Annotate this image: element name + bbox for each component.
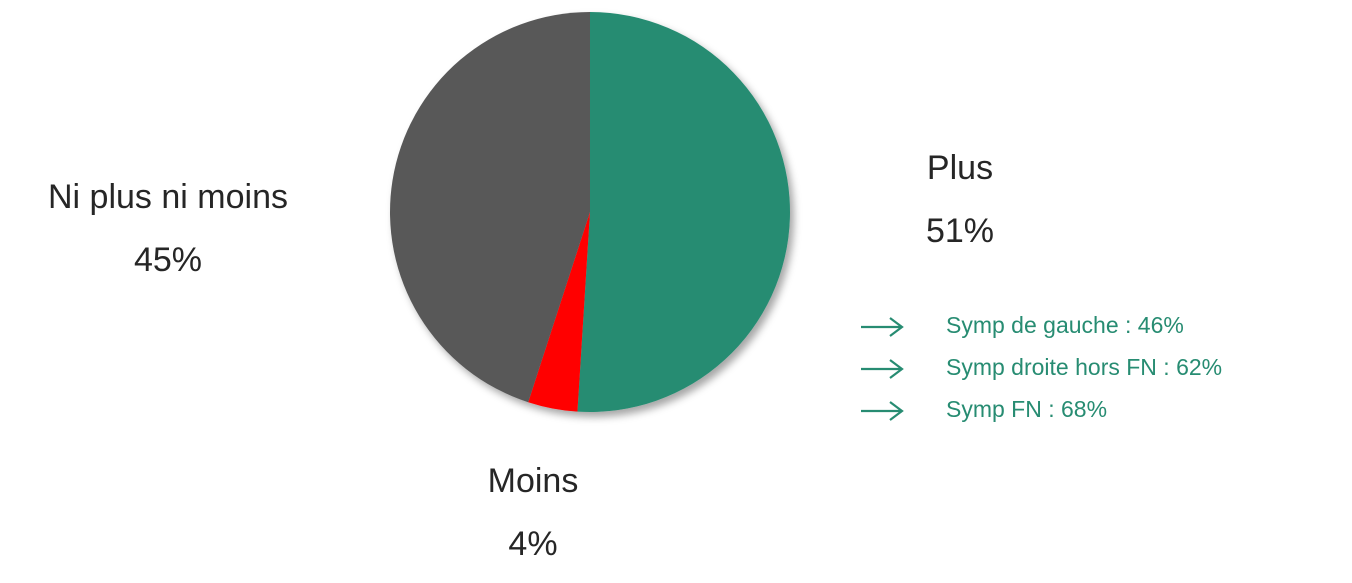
pie (390, 12, 790, 412)
slice-label: Plus (927, 149, 993, 187)
pie-slice (528, 212, 590, 412)
pie-slice (577, 12, 790, 412)
pie-slice (390, 12, 590, 403)
annotation: Symp FN : 68% (946, 396, 1107, 422)
annotation: Symp droite hors FN : 62% (946, 354, 1222, 380)
annotation: Symp de gauche : 46% (946, 312, 1184, 338)
slice-label: Ni plus ni moins (48, 178, 288, 216)
slice-value-label: 51% (926, 212, 994, 250)
slice-label: Moins (488, 462, 579, 500)
slice-value-label: 4% (508, 525, 557, 563)
annotation-arrows (861, 317, 904, 421)
slice-value-label: 45% (134, 241, 202, 279)
